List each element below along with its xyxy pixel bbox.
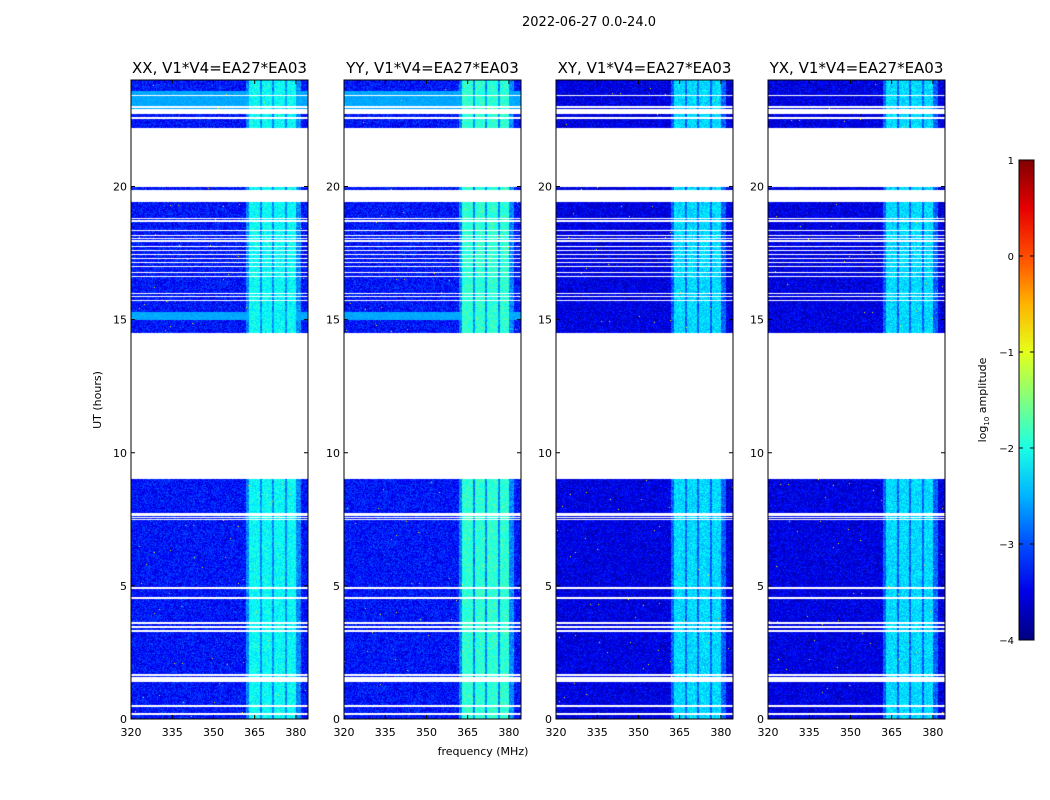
panel-title-1: YY, V1*V4=EA27*EA03 bbox=[345, 59, 519, 77]
x-tick-label: 380 bbox=[710, 726, 731, 739]
x-tick-label: 350 bbox=[416, 726, 437, 739]
x-tick-label: 380 bbox=[498, 726, 519, 739]
x-axis-label: frequency (MHz) bbox=[438, 745, 529, 758]
x-tick-label: 320 bbox=[121, 726, 142, 739]
panel-title-2: XY, V1*V4=EA27*EA03 bbox=[558, 59, 732, 77]
y-tick-label: 0 bbox=[545, 713, 552, 726]
panel-frame-0 bbox=[130, 79, 309, 720]
y-tick-label: 15 bbox=[326, 314, 340, 327]
y-tick-label: 10 bbox=[113, 447, 127, 460]
heatmap-0 bbox=[131, 80, 308, 719]
y-tick-label: 5 bbox=[333, 580, 340, 593]
x-tick-label: 380 bbox=[285, 726, 306, 739]
colorbar-tick-label: −3 bbox=[999, 540, 1014, 551]
y-tick-label: 10 bbox=[538, 447, 552, 460]
x-tick-label: 320 bbox=[546, 726, 567, 739]
y-axis-label: UT (hours) bbox=[91, 371, 104, 429]
x-tick-label: 365 bbox=[457, 726, 478, 739]
colorbar-tick-label: −1 bbox=[999, 348, 1014, 359]
x-tick-label: 365 bbox=[669, 726, 690, 739]
y-tick-label: 5 bbox=[757, 580, 764, 593]
y-tick-label: 5 bbox=[120, 580, 127, 593]
x-tick-label: 335 bbox=[799, 726, 820, 739]
x-tick-label: 335 bbox=[162, 726, 183, 739]
x-tick-label: 335 bbox=[587, 726, 608, 739]
x-tick-label: 320 bbox=[758, 726, 779, 739]
y-tick-label: 15 bbox=[538, 314, 552, 327]
y-tick-label: 10 bbox=[326, 447, 340, 460]
colorbar-tick-label: 0 bbox=[1008, 252, 1014, 263]
panel-frame-1 bbox=[343, 79, 522, 720]
heatmap-3 bbox=[768, 80, 945, 719]
y-tick-label: 15 bbox=[113, 314, 127, 327]
y-tick-label: 0 bbox=[757, 713, 764, 726]
x-tick-label: 365 bbox=[244, 726, 265, 739]
heatmap-2 bbox=[556, 80, 733, 719]
y-tick-label: 10 bbox=[750, 447, 764, 460]
panel-title-3: YX, V1*V4=EA27*EA03 bbox=[769, 59, 944, 77]
colorbar-tick-label: 1 bbox=[1008, 156, 1014, 167]
y-tick-label: 0 bbox=[120, 713, 127, 726]
colorbar-tick-label: −4 bbox=[999, 636, 1014, 647]
x-tick-label: 350 bbox=[840, 726, 861, 739]
panel-title-0: XX, V1*V4=EA27*EA03 bbox=[132, 59, 307, 77]
y-tick-label: 5 bbox=[545, 580, 552, 593]
panel-frame-3 bbox=[767, 79, 946, 720]
colorbar-tick-label: −2 bbox=[999, 444, 1014, 455]
y-tick-label: 15 bbox=[750, 314, 764, 327]
panel-frame-2 bbox=[555, 79, 734, 720]
colorbar-label: log10 amplitude bbox=[976, 357, 991, 442]
figure-title: 2022-06-27 0.0-24.0 bbox=[522, 15, 656, 30]
x-tick-label: 320 bbox=[334, 726, 355, 739]
y-tick-label: 20 bbox=[326, 181, 340, 194]
x-tick-label: 350 bbox=[203, 726, 224, 739]
y-tick-label: 20 bbox=[538, 181, 552, 194]
heatmap-1 bbox=[344, 80, 521, 719]
y-tick-label: 0 bbox=[333, 713, 340, 726]
x-tick-label: 380 bbox=[922, 726, 943, 739]
x-tick-label: 365 bbox=[881, 726, 902, 739]
y-tick-label: 20 bbox=[113, 181, 127, 194]
x-tick-label: 350 bbox=[628, 726, 649, 739]
colorbar bbox=[1018, 159, 1035, 641]
x-tick-label: 335 bbox=[375, 726, 396, 739]
y-tick-label: 20 bbox=[750, 181, 764, 194]
